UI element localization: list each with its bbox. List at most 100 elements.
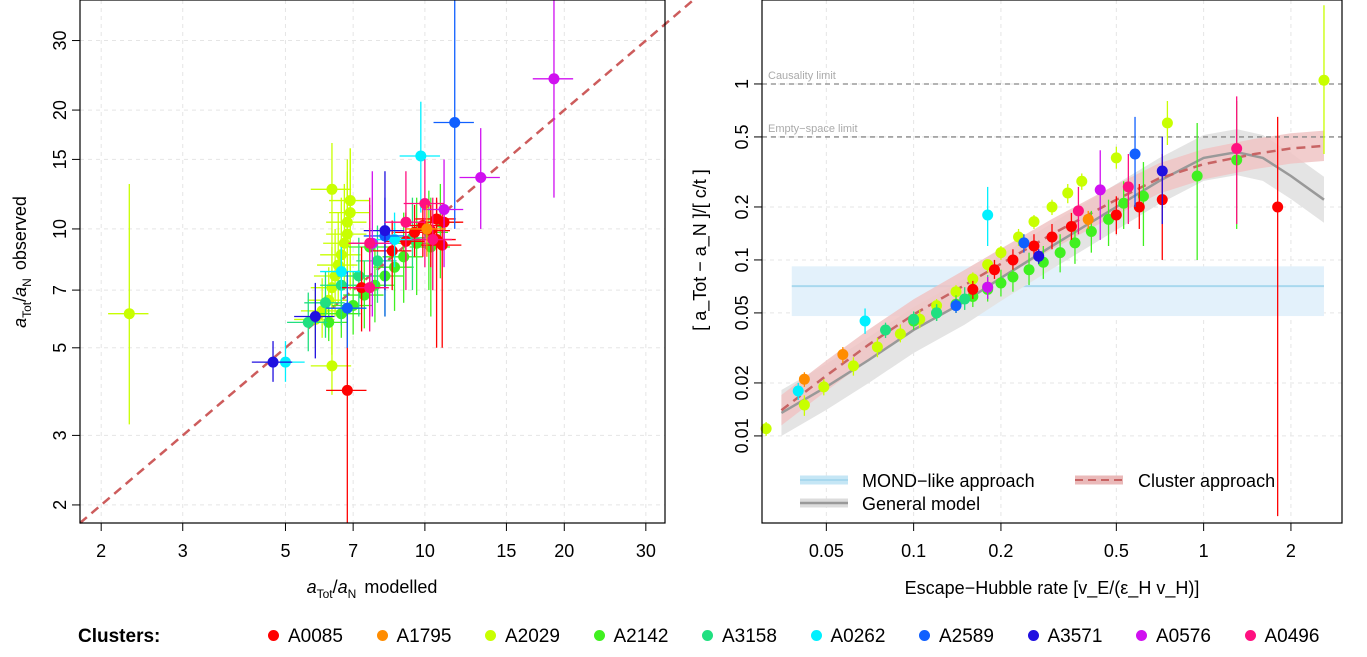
- data-point-a2029: [847, 360, 859, 372]
- data-point-a2142: [1118, 197, 1130, 209]
- data-point-a2589: [341, 302, 353, 314]
- data-point-a2029: [1076, 175, 1088, 187]
- left-grid: [80, 0, 665, 523]
- data-point-a2029: [950, 286, 962, 298]
- x-tick-label: 2: [96, 541, 106, 561]
- data-point-a2029: [338, 237, 350, 249]
- right-reference-lines: Causality limit Empty−space limit: [762, 70, 1342, 138]
- cluster-color-dot: [1027, 630, 1039, 641]
- data-point-a0496: [427, 234, 439, 246]
- data-point-a0496: [364, 237, 376, 249]
- data-point-a2029: [871, 341, 883, 353]
- x-tick-label: 0.05: [809, 541, 844, 561]
- data-point-a2142: [1191, 170, 1203, 182]
- legend-general-label: General model: [862, 494, 980, 514]
- cluster-legend-item-a3571: A3571: [1027, 626, 1103, 648]
- cluster-approach-band: [781, 130, 1324, 426]
- data-point-a0262: [335, 266, 347, 278]
- cluster-name: A2142: [613, 626, 669, 647]
- general-model-curve: [780, 150, 1325, 415]
- cluster-legend-item-a0085: A0085: [268, 626, 343, 648]
- data-point-a0085: [1007, 254, 1019, 266]
- right-y-axis-ticks: 0.01 0.02 0.05 0.1 0.2 0.5 1: [732, 79, 762, 453]
- cluster-name: A1795: [396, 626, 452, 647]
- data-point-a2029: [326, 360, 338, 372]
- cluster-legend-item-a0576: A0576: [1136, 626, 1211, 648]
- data-point-a2029: [995, 247, 1007, 259]
- data-point-a3158: [319, 297, 331, 309]
- x-tick-label: 15: [496, 541, 516, 561]
- data-point-a2029: [326, 183, 338, 195]
- y-tick-label: 10: [50, 219, 70, 239]
- y-tick-label: 7: [50, 285, 70, 295]
- data-point-a2142: [1069, 237, 1081, 249]
- x-tick-label: 3: [178, 541, 188, 561]
- mond-band: [791, 266, 1324, 317]
- data-point-a2142: [1023, 264, 1035, 276]
- data-point-a0576: [1094, 184, 1106, 196]
- cluster-name: A0262: [830, 626, 886, 647]
- data-point-a2589: [1129, 148, 1141, 160]
- mond-band-fill: [791, 266, 1324, 317]
- cluster-legend-item-a2589: A2589: [919, 626, 994, 648]
- reference-line-label: Causality limit: [768, 70, 836, 82]
- data-point-a2589: [449, 117, 461, 129]
- data-point-a2029: [818, 381, 830, 393]
- right-chart: Causality limit Empty−space limit 0.05 0.1…: [690, 0, 1343, 599]
- data-point-a1795: [421, 223, 433, 235]
- right-x-axis-label: Escape−Hubble rate [v_E/(ε_H v_H)]: [905, 578, 1200, 599]
- cluster-legend-item-a2029: A2029: [485, 626, 560, 648]
- cluster-name: A2029: [505, 626, 560, 647]
- y-tick-label: 0.01: [732, 418, 752, 453]
- cluster-name: A2589: [939, 626, 994, 647]
- data-point-a0496: [400, 216, 412, 228]
- data-point-a0085: [409, 226, 421, 238]
- left-chart: 2 3 5 7 10 15 20 30 2 3 5 7 10 15 20 30 aTot/aN modelle…: [10, 0, 695, 601]
- data-point-a2029: [894, 328, 906, 340]
- data-point-a3571: [1033, 250, 1045, 262]
- left-x-axis-ticks: 2 3 5 7 10 15 20 30: [96, 523, 656, 561]
- data-point-a0262: [792, 385, 804, 397]
- data-point-a0496: [1072, 205, 1084, 217]
- data-point-a0085: [988, 264, 1000, 276]
- data-point-a3158: [959, 293, 971, 305]
- data-point-a0262: [982, 209, 994, 221]
- x-tick-label: 1: [1199, 541, 1209, 561]
- data-point-a0576: [475, 171, 487, 183]
- x-tick-label: 5: [280, 541, 290, 561]
- left-x-axis-label: aTot/aN modelled: [307, 577, 438, 601]
- data-point-a3571: [1156, 165, 1168, 177]
- legend-mond-label: MOND−like approach: [862, 471, 1035, 491]
- data-point-a2589: [950, 300, 962, 312]
- data-point-a2029: [1318, 74, 1330, 86]
- data-point-a2029: [344, 207, 356, 219]
- data-point-a2029: [1046, 201, 1058, 213]
- x-tick-label: 10: [415, 541, 435, 561]
- data-point-a0576: [982, 281, 994, 293]
- x-tick-label: 0.1: [901, 541, 926, 561]
- data-point-a2142: [1007, 271, 1019, 283]
- data-point-a0085: [341, 384, 353, 396]
- data-point-a3158: [371, 255, 383, 267]
- cluster-color-dot: [1136, 630, 1147, 641]
- data-point-a0085: [1046, 231, 1058, 243]
- cluster-color-dot: [810, 630, 822, 641]
- left-y-axis-ticks: 2 3 5 7 10 15 20 30: [50, 31, 80, 510]
- y-tick-label: 20: [50, 100, 70, 120]
- data-point-a1795: [1082, 213, 1094, 225]
- cluster-color-dot: [268, 630, 279, 641]
- data-point-a2029: [1161, 117, 1173, 129]
- cluster-legend-item-a1795: A1795: [376, 626, 452, 648]
- clusters-legend-title: Clusters:: [78, 626, 161, 647]
- right-points: [760, 5, 1330, 517]
- cluster-legend-item-a0496: A0496: [1244, 626, 1319, 648]
- y-tick-label: 0.1: [732, 247, 752, 272]
- data-point-a3571: [267, 356, 279, 368]
- data-point-a2142: [1137, 190, 1149, 202]
- cluster-name: A0085: [288, 626, 343, 647]
- data-point-a2029: [967, 273, 979, 285]
- cluster-legend-item-a0262: A0262: [810, 626, 886, 648]
- data-point-a0576: [438, 204, 450, 216]
- x-tick-label: 0.2: [988, 541, 1013, 561]
- cluster-name: A3571: [1047, 626, 1103, 647]
